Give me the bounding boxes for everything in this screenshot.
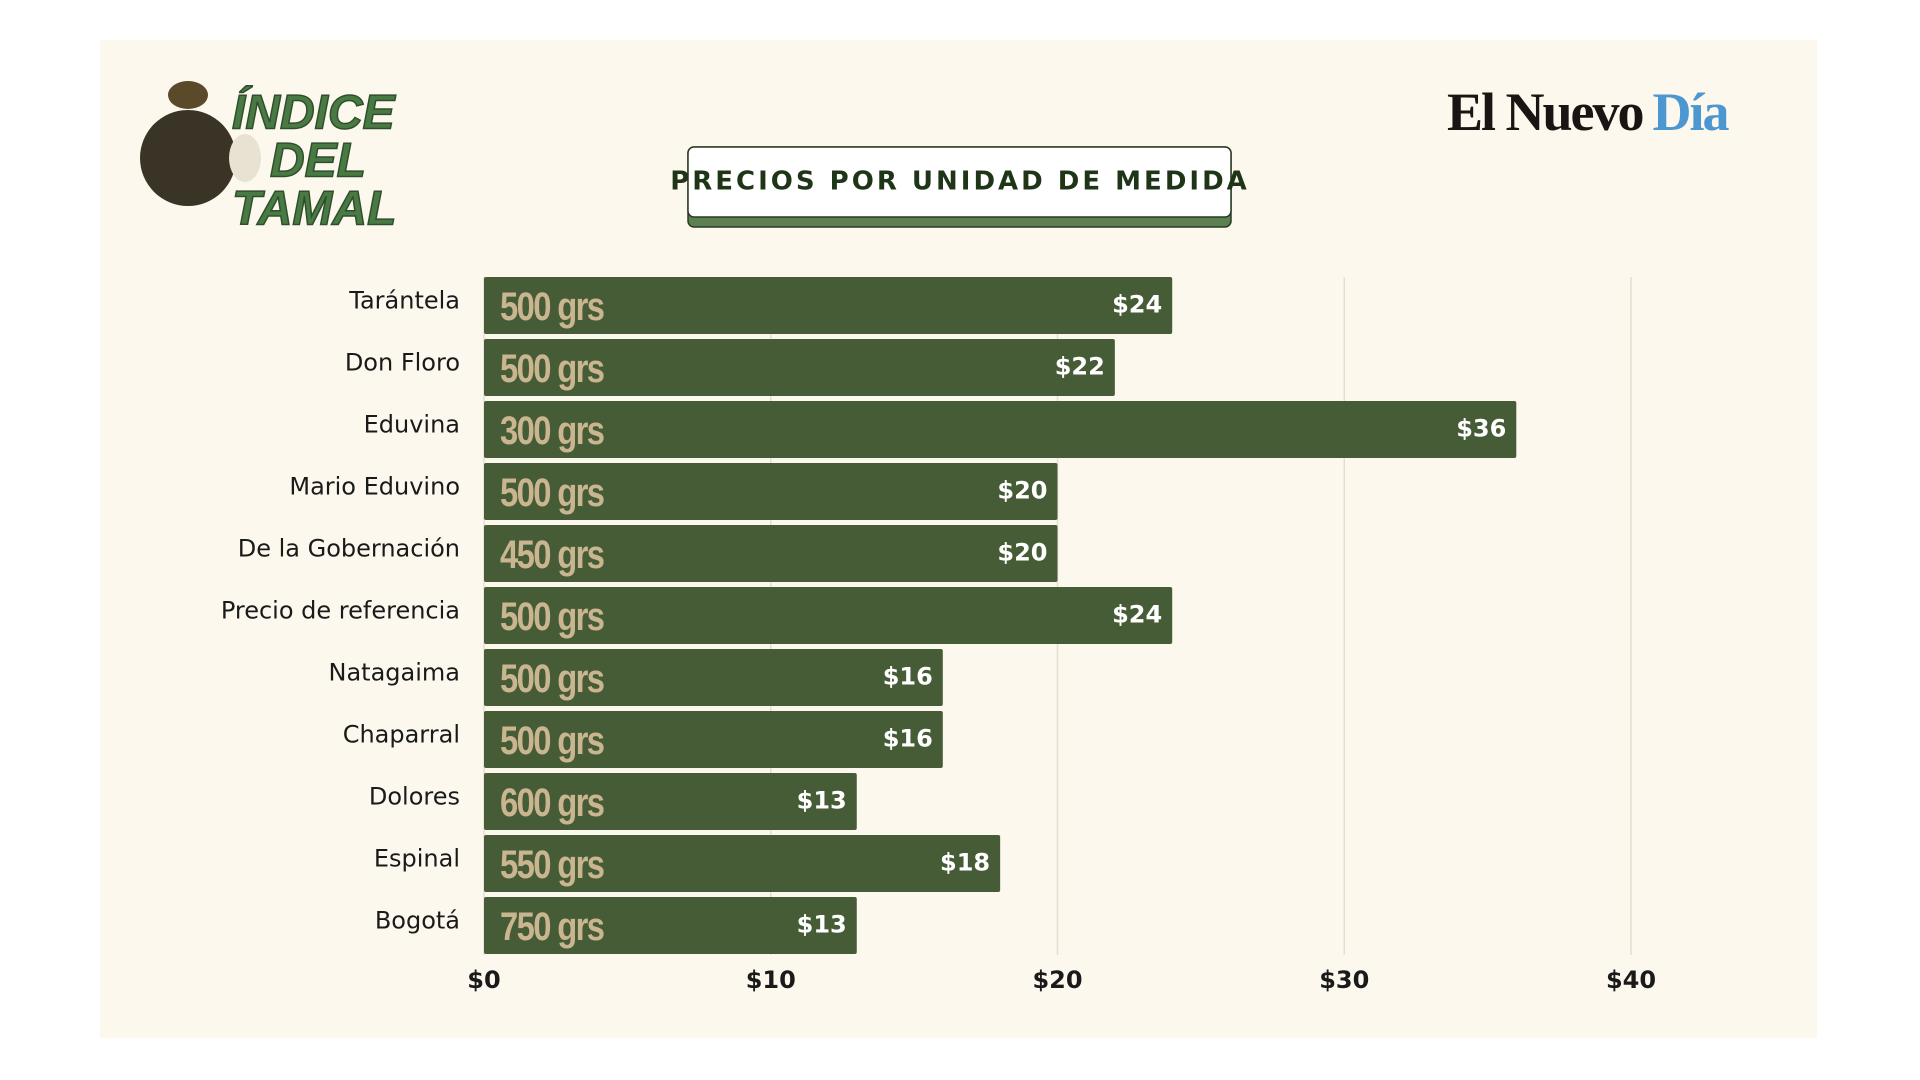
bars: Tarántela 500 grs $24 Don Floro 500 grs $22 Ed… [221, 277, 1517, 954]
y-tick-label: Bogotá [375, 907, 460, 935]
y-tick-label: Eduvina [364, 411, 460, 439]
value-label: $13 [797, 787, 847, 815]
y-tick-label: De la Gobernación [238, 535, 460, 563]
value-label: $13 [797, 911, 847, 939]
x-tick-label: $20 [1032, 966, 1082, 994]
bar [484, 711, 943, 768]
logo-text: DEL [270, 135, 366, 188]
bar [484, 525, 1058, 582]
value-label: $16 [883, 725, 933, 753]
bar-label: 500 grs [500, 718, 604, 763]
bar [484, 463, 1058, 520]
y-tick-label: Tarántela [348, 287, 460, 315]
x-tick-label: $0 [467, 966, 500, 994]
y-tick-label: Mario Eduvino [289, 473, 460, 501]
value-label: $20 [997, 539, 1047, 567]
bar [484, 587, 1173, 644]
y-tick-label: Chaparral [343, 721, 460, 749]
bar-label: 600 grs [500, 780, 604, 825]
y-tick-label: Precio de referencia [221, 597, 460, 625]
bar-label: 500 grs [500, 656, 604, 701]
bar [484, 277, 1173, 334]
bar-label: 500 grs [500, 594, 604, 639]
x-tick-label: $40 [1606, 966, 1656, 994]
value-label: $22 [1055, 353, 1105, 381]
bar-label: 300 grs [500, 408, 604, 453]
logo-text: TAMAL [232, 183, 396, 236]
bar [484, 401, 1517, 458]
bar [484, 649, 943, 706]
tamal-icon [140, 110, 236, 206]
brand-name: El Nuevo [1447, 82, 1643, 142]
y-tick-label: Dolores [369, 783, 460, 811]
bar-label: 550 grs [500, 842, 604, 887]
y-tick-label: Don Floro [345, 349, 460, 377]
chart-title: PRECIOS POR UNIDAD DE MEDIDA [670, 167, 1250, 197]
bar [484, 897, 857, 954]
title-frame [687, 146, 1232, 218]
bar [484, 339, 1115, 396]
value-label: $20 [997, 477, 1047, 505]
value-label: $16 [883, 663, 933, 691]
bar-label: 750 grs [500, 904, 604, 949]
bar-label: 500 grs [500, 284, 604, 329]
brand-accent: Día [1653, 82, 1730, 142]
y-tick-label: Natagaima [329, 659, 460, 687]
logo-text: ÍNDICE [232, 86, 397, 140]
brand: El Nuevo Día [1447, 82, 1730, 142]
bar-label: 500 grs [500, 346, 604, 391]
value-label: $36 [1456, 415, 1506, 443]
x-tick-label: $10 [746, 966, 796, 994]
tamal-filling [229, 134, 261, 182]
tamal-knot [168, 81, 208, 109]
x-tick-label: $30 [1319, 966, 1369, 994]
bar-label: 450 grs [500, 532, 604, 577]
bar [484, 835, 1001, 892]
value-label: $24 [1112, 291, 1162, 319]
bar-label: 500 grs [500, 470, 604, 515]
y-tick-label: Espinal [374, 845, 460, 873]
bar [484, 773, 857, 830]
value-label: $24 [1112, 601, 1162, 629]
logo: ÍNDICE DEL TAMAL [140, 81, 397, 236]
title-box: PRECIOS POR UNIDAD DE MEDIDA [670, 146, 1250, 228]
value-label: $18 [940, 849, 990, 877]
